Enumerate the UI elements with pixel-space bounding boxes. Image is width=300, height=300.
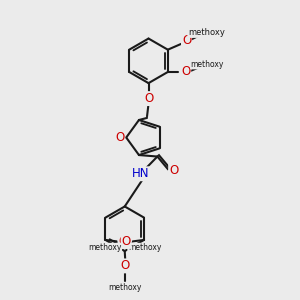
Text: O: O <box>122 235 131 248</box>
Text: O: O <box>181 65 190 78</box>
Text: methoxy: methoxy <box>109 283 142 292</box>
Text: O: O <box>182 34 191 47</box>
Text: O: O <box>144 92 153 105</box>
Text: methoxy: methoxy <box>188 28 225 37</box>
Text: O: O <box>121 260 130 272</box>
Text: methoxy: methoxy <box>191 60 224 69</box>
Text: O: O <box>118 235 128 248</box>
Text: O: O <box>169 164 178 177</box>
Text: methoxy: methoxy <box>128 243 161 252</box>
Text: HN: HN <box>132 167 149 180</box>
Text: O: O <box>115 131 124 144</box>
Text: methoxy: methoxy <box>88 243 122 252</box>
